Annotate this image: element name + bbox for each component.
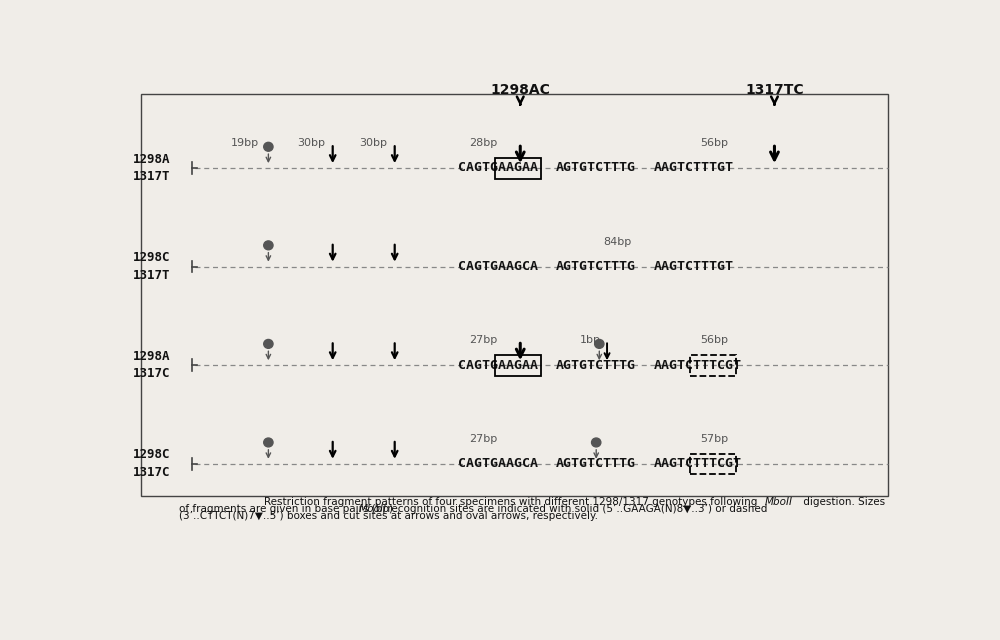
Text: AAGTCTTTGT: AAGTCTTTGT xyxy=(654,260,734,273)
Text: 1298A: 1298A xyxy=(133,152,170,166)
Text: AAGTCTTTCGT: AAGTCTTTCGT xyxy=(654,358,742,372)
Text: 30bp: 30bp xyxy=(297,138,325,148)
Text: 30bp: 30bp xyxy=(359,138,387,148)
Ellipse shape xyxy=(264,438,273,447)
Text: AGTGTCTTTG: AGTGTCTTTG xyxy=(556,161,636,175)
Text: 1317TC: 1317TC xyxy=(745,83,804,97)
Text: 27bp: 27bp xyxy=(469,434,497,444)
Bar xyxy=(495,355,541,376)
Text: AGTGTCTTTG: AGTGTCTTTG xyxy=(556,358,636,372)
Text: of fragments are given in base pairs (bp).: of fragments are given in base pairs (bp… xyxy=(179,504,400,514)
Text: CAGTGAAGAA: CAGTGAAGAA xyxy=(458,358,538,372)
Text: 56bp: 56bp xyxy=(700,335,728,346)
Text: MboII: MboII xyxy=(764,497,792,507)
Text: CAGTGAAGAA: CAGTGAAGAA xyxy=(458,161,538,175)
Text: 84bp: 84bp xyxy=(603,237,631,247)
Text: recognition sites are indicated with solid (5’..GAAGA(N)8▼..3’) or dashed: recognition sites are indicated with sol… xyxy=(384,504,767,514)
Bar xyxy=(495,158,541,179)
Text: AAGTCTTTGT: AAGTCTTTGT xyxy=(654,161,734,175)
Ellipse shape xyxy=(595,339,604,348)
Text: MboII: MboII xyxy=(359,504,387,514)
Text: 1317C: 1317C xyxy=(133,466,170,479)
Text: digestion. Sizes: digestion. Sizes xyxy=(800,497,885,507)
Text: 28bp: 28bp xyxy=(469,138,497,148)
Text: 1317T: 1317T xyxy=(133,170,170,183)
Text: 56bp: 56bp xyxy=(700,138,728,148)
Ellipse shape xyxy=(264,241,273,250)
Bar xyxy=(140,94,888,495)
Ellipse shape xyxy=(264,142,273,151)
Text: 1298C: 1298C xyxy=(133,251,170,264)
Text: 1298C: 1298C xyxy=(133,448,170,461)
Text: 1bp: 1bp xyxy=(580,335,600,346)
Text: CAGTGAAGCA: CAGTGAAGCA xyxy=(458,260,538,273)
Text: 57bp: 57bp xyxy=(700,434,728,444)
Text: 1317T: 1317T xyxy=(133,269,170,282)
Text: 27bp: 27bp xyxy=(469,335,497,346)
Text: (3’..CTTCT(N)7▼..5’) boxes and cut sites at arrows and oval arrows, respectively: (3’..CTTCT(N)7▼..5’) boxes and cut sites… xyxy=(179,511,598,522)
Text: CAGTGAAGCA: CAGTGAAGCA xyxy=(458,457,538,470)
Text: AAGTCTTTCGT: AAGTCTTTCGT xyxy=(654,457,742,470)
Ellipse shape xyxy=(264,339,273,348)
Text: 1317C: 1317C xyxy=(133,367,170,380)
Text: AGTGTCTTTG: AGTGTCTTTG xyxy=(556,260,636,273)
Bar xyxy=(690,454,736,474)
Ellipse shape xyxy=(592,438,601,447)
Text: 1298A: 1298A xyxy=(133,349,170,363)
Bar xyxy=(690,355,736,376)
Text: AGTGTCTTTG: AGTGTCTTTG xyxy=(556,457,636,470)
Text: Restriction fragment patterns of four specimens with different 1298/1317 genotyp: Restriction fragment patterns of four sp… xyxy=(264,497,761,507)
Text: 19bp: 19bp xyxy=(231,138,259,148)
Text: 1298AC: 1298AC xyxy=(490,83,550,97)
